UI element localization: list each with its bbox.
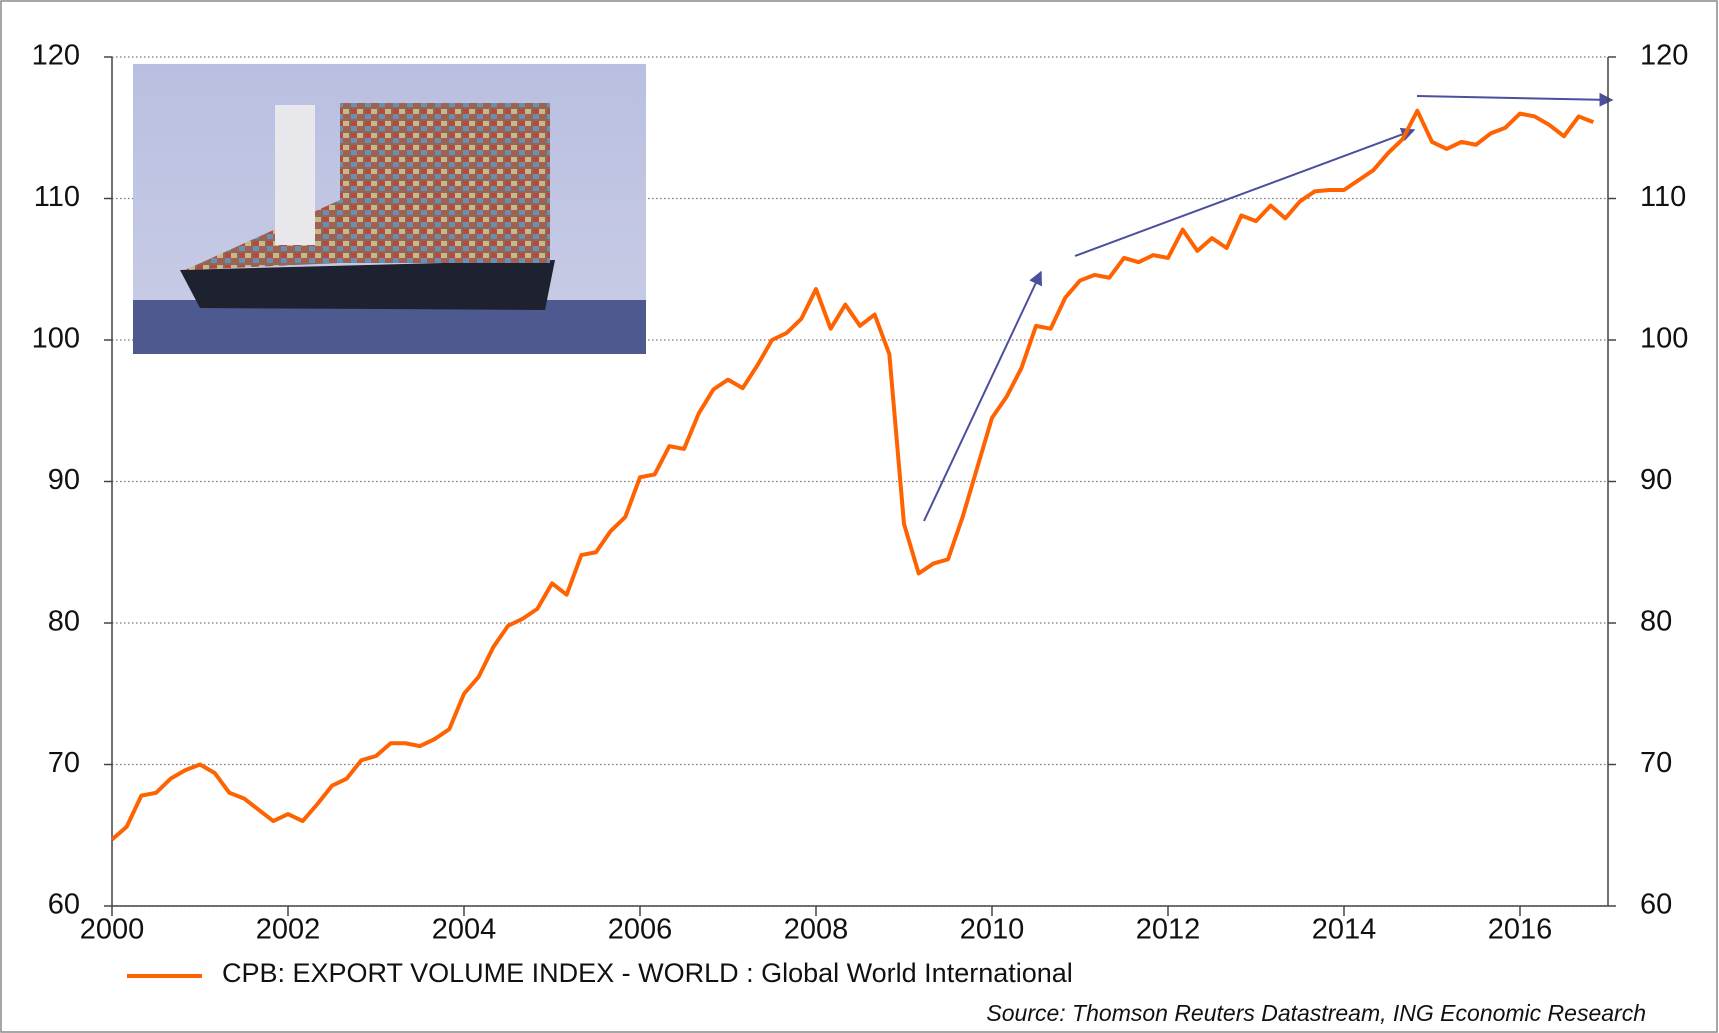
x-tick-label: 2000 bbox=[80, 914, 145, 946]
y2-tick-label: 110 bbox=[1640, 181, 1686, 213]
x-tick-label: 2004 bbox=[432, 914, 497, 946]
x-tick-label: 2008 bbox=[784, 914, 849, 946]
y-tick-label: 80 bbox=[48, 606, 80, 638]
y2-tick-label: 70 bbox=[1640, 747, 1672, 779]
y-tick-label: 100 bbox=[32, 323, 80, 355]
y2-tick-label: 100 bbox=[1640, 323, 1688, 355]
y-tick-label: 110 bbox=[34, 181, 80, 213]
trend-arrows bbox=[923, 92, 1614, 522]
series-line bbox=[110, 108, 1595, 842]
y2-tick-label: 80 bbox=[1640, 606, 1672, 638]
y2-tick-label: 120 bbox=[1640, 40, 1688, 72]
photo bbox=[133, 64, 646, 354]
legend-label: CPB: EXPORT VOLUME INDEX - WORLD : Globa… bbox=[222, 958, 1073, 988]
x-tick-label: 2014 bbox=[1312, 914, 1377, 946]
x-tick-label: 2016 bbox=[1488, 914, 1553, 946]
source-note: Source: Thomson Reuters Datastream, ING … bbox=[986, 1000, 1646, 1026]
y-tick-label: 60 bbox=[48, 889, 80, 921]
x-tick-label: 2006 bbox=[608, 914, 673, 946]
y2-tick-label: 90 bbox=[1640, 464, 1672, 496]
y-tick-label: 70 bbox=[48, 747, 80, 779]
y2-tick-label: 60 bbox=[1640, 889, 1672, 921]
x-tick-label: 2002 bbox=[256, 914, 321, 946]
y-tick-label: 120 bbox=[32, 40, 80, 72]
x-tick-label: 2010 bbox=[960, 914, 1025, 946]
x-tick-label: 2012 bbox=[1136, 914, 1201, 946]
y-tick-label: 90 bbox=[48, 464, 80, 496]
